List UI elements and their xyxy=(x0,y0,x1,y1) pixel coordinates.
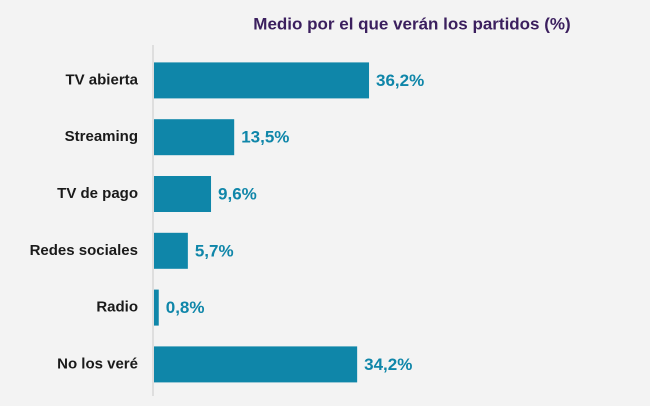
bar xyxy=(154,119,235,156)
y-tick-label: TV abierta xyxy=(65,71,138,88)
bar xyxy=(154,62,370,99)
data-label: 9,6% xyxy=(218,184,257,203)
y-tick-label: TV de pago xyxy=(57,185,138,202)
bar xyxy=(154,232,188,269)
y-tick-label: Radio xyxy=(96,299,138,316)
data-label: 0,8% xyxy=(166,298,205,317)
chart-title: Medio por el que verán los partidos (%) xyxy=(253,14,570,33)
data-label: 36,2% xyxy=(376,71,424,90)
bar xyxy=(154,176,212,212)
bar xyxy=(154,346,358,383)
data-label: 5,7% xyxy=(195,241,234,260)
data-label: 34,2% xyxy=(364,355,412,374)
data-label: 13,5% xyxy=(241,128,289,147)
y-tick-label: Streaming xyxy=(65,128,138,145)
y-tick-label: No los veré xyxy=(57,355,138,372)
y-tick-label: Redes sociales xyxy=(30,242,138,259)
bar xyxy=(154,289,159,326)
